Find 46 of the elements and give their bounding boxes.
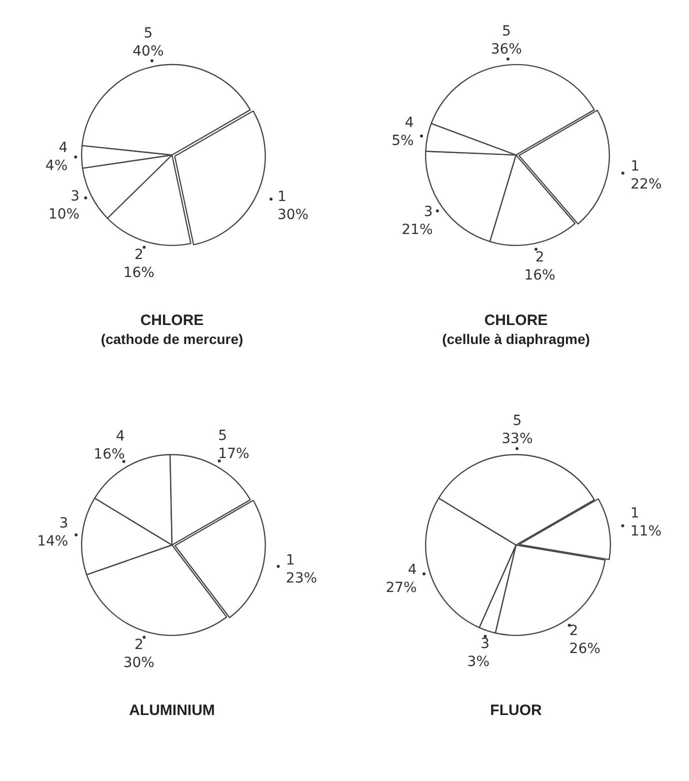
data-label: 21% [402, 222, 433, 238]
slice-label: 2 [134, 247, 144, 264]
text: (cellule à diaphragme) [441, 331, 591, 347]
data-label: 5% [392, 133, 414, 150]
slice-label: 5 [502, 24, 511, 40]
data-label: 33% [502, 431, 533, 448]
text: FLUOR [489, 702, 543, 719]
slice-label: 2 [134, 637, 144, 654]
text: CHLORE [483, 312, 549, 329]
slice-label: 5 [218, 428, 228, 444]
data-label: 30% [277, 207, 309, 224]
data-label: 27% [386, 580, 417, 596]
data-label: 26% [569, 640, 600, 657]
slice-label: 3 [59, 516, 68, 532]
slice-label: 3 [424, 204, 433, 220]
data-label: 23% [286, 570, 318, 587]
data-label: 30% [123, 655, 154, 672]
slice-label: 5 [512, 413, 522, 430]
data-label: 36% [490, 42, 522, 58]
data-label: 16% [524, 268, 556, 284]
slice-label: 2 [535, 250, 544, 266]
slice-label: 4 [58, 140, 68, 156]
slice-label: 2 [569, 622, 578, 639]
data-label: 4% [45, 158, 68, 174]
text: (cathode de mercure) [100, 331, 244, 347]
data-label: 22% [630, 176, 662, 193]
data-label: 10% [48, 206, 80, 223]
data-label: 16% [123, 265, 154, 282]
data-label: 11% [630, 523, 662, 540]
data-label: 40% [132, 44, 164, 60]
slice-label: 4 [404, 115, 414, 132]
data-label: 16% [94, 446, 125, 463]
slice-label: 1 [286, 552, 295, 569]
data-label: 14% [37, 534, 68, 550]
slice-label: 4 [408, 562, 417, 578]
slice-label: 1 [630, 505, 640, 522]
slice-label: 3 [70, 188, 80, 205]
text: CHLORE [139, 312, 205, 329]
slice-label: 4 [116, 428, 125, 445]
data-label: 17% [218, 446, 250, 462]
slice-label: 1 [630, 158, 640, 175]
slice-label: 1 [277, 189, 286, 206]
slice-label: 5 [144, 26, 153, 42]
text: ALUMINIUM [128, 702, 216, 719]
data-label: 3% [467, 654, 490, 670]
slice-label: 3 [480, 636, 490, 652]
